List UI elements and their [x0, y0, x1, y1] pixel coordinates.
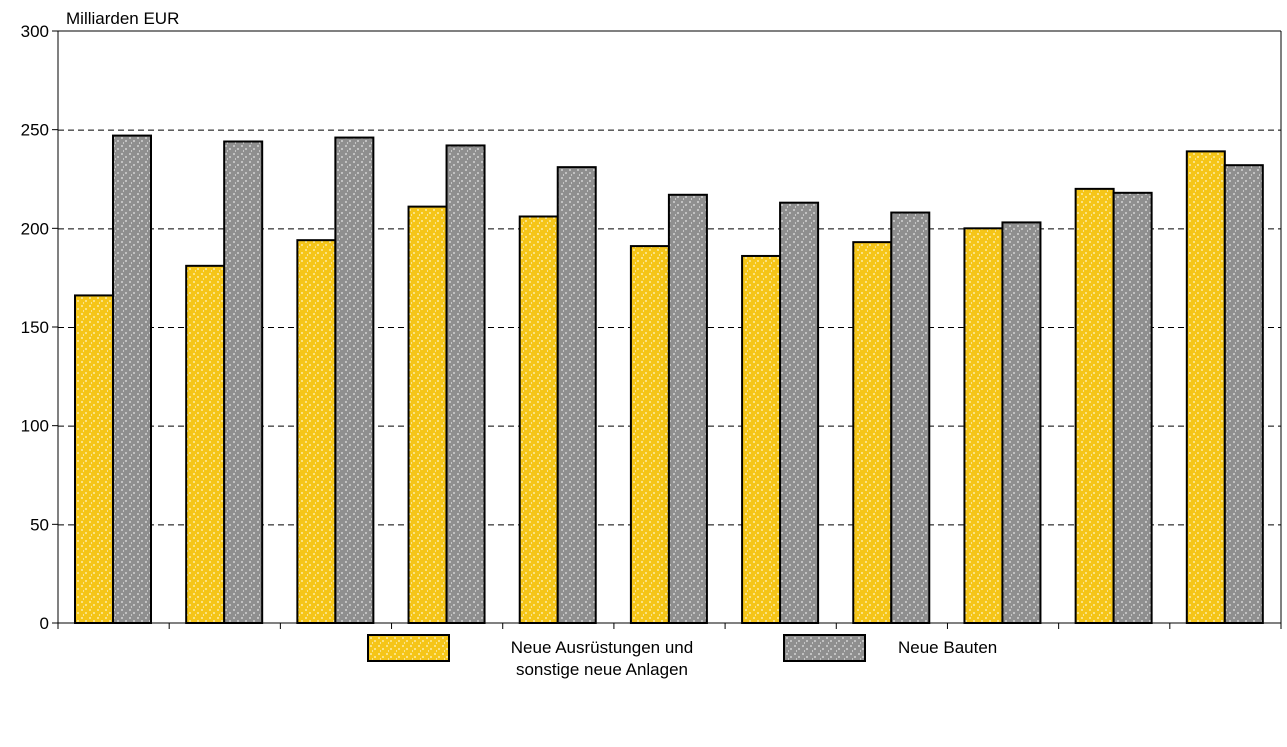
bar-buildings-1999 — [334, 136, 375, 624]
y-tick-label: 100 — [21, 417, 49, 436]
bar-equipment-1998 — [185, 264, 226, 624]
bar-buildings-2005 — [1001, 221, 1042, 624]
bar-buildings-2001 — [556, 166, 597, 624]
y-tick-label: 50 — [30, 515, 49, 534]
legend-label-equipment: Neue Ausrüstungen und sonstige neue Anla… — [510, 638, 694, 679]
bar-equipment-2003 — [741, 254, 782, 625]
bar-buildings-2004 — [890, 211, 931, 624]
bar-buildings-1998 — [223, 140, 264, 625]
bar-equipment-2004 — [852, 241, 893, 624]
legend: Neue Ausrüstungen und sonstige neue Anla… — [0, 632, 1287, 747]
bar-buildings-2003 — [779, 201, 820, 624]
bar-buildings-2006 — [1112, 191, 1153, 625]
bar-equipment-2005 — [963, 227, 1004, 624]
legend-label-buildings: Neue Bauten — [898, 638, 998, 657]
y-tick-label: 200 — [21, 219, 49, 238]
y-tick-label: 300 — [21, 22, 49, 41]
bar-equipment-2000 — [407, 205, 448, 624]
bar-equipment-2002 — [629, 245, 670, 625]
bar-buildings-2002 — [667, 193, 708, 625]
bar-chart: 0501001502002503001997199819992000200120… — [21, 9, 1282, 633]
bars — [74, 134, 1264, 625]
y-tick-label: 0 — [40, 614, 49, 633]
y-tick-label: 250 — [21, 121, 49, 140]
bar-equipment-1997 — [74, 294, 114, 624]
y-axis-title: Milliarden EUR — [66, 9, 179, 28]
bar-equipment-2007 — [1185, 150, 1226, 625]
bar-buildings-1997 — [112, 134, 152, 624]
bar-buildings-2007 — [1223, 164, 1264, 624]
y-tick-label: 150 — [21, 318, 49, 337]
legend-swatch-buildings — [783, 634, 866, 662]
bar-buildings-2000 — [445, 144, 486, 624]
bar-equipment-1999 — [296, 239, 337, 624]
axes: 0501001502002503001997199819992000200120… — [21, 22, 1282, 633]
bar-equipment-2006 — [1074, 187, 1115, 624]
bar-equipment-2001 — [518, 215, 559, 624]
legend-swatch-equipment — [367, 634, 450, 662]
